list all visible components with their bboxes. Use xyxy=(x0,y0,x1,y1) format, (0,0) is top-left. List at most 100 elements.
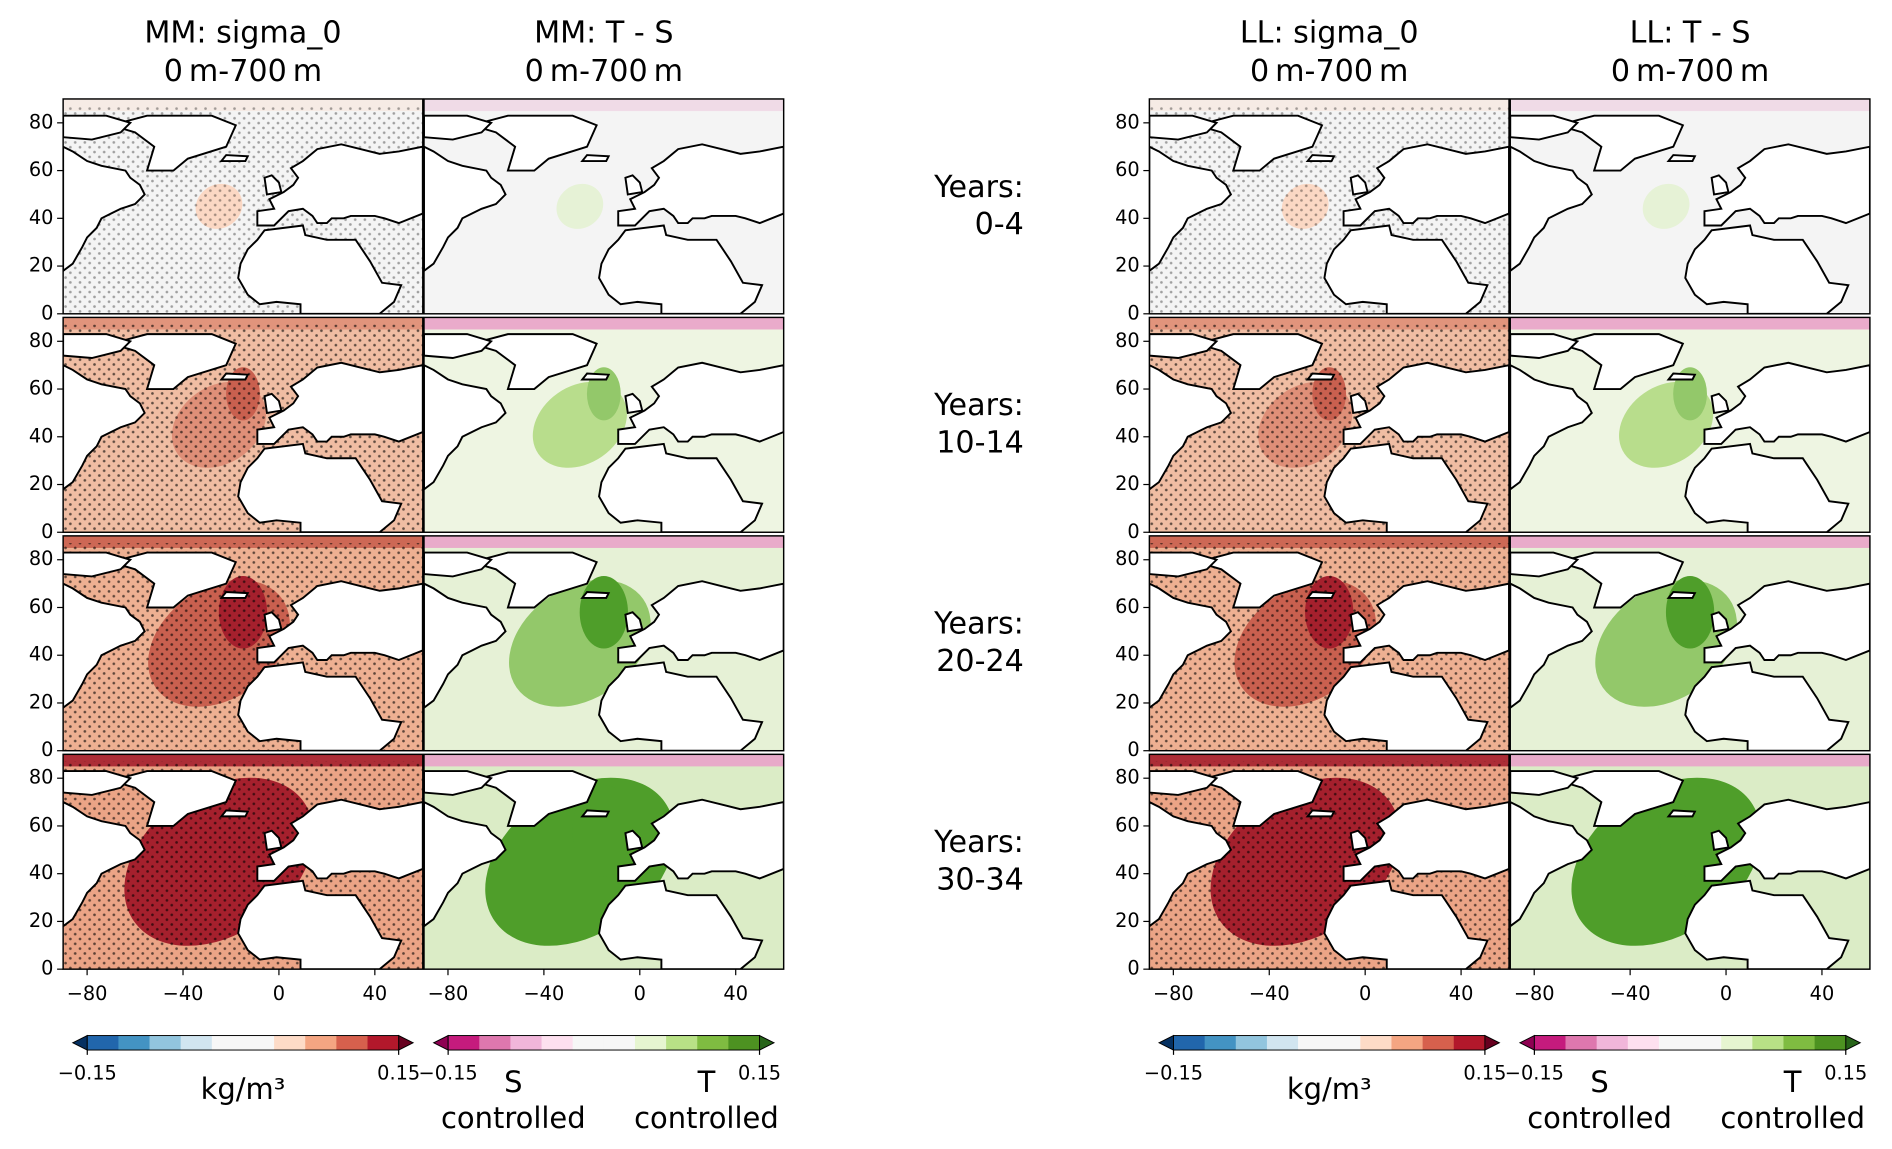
map-panel xyxy=(62,753,424,970)
land xyxy=(219,590,250,599)
land xyxy=(1666,590,1697,599)
colorbar-under xyxy=(71,1034,88,1051)
field-blob xyxy=(586,367,621,421)
colorbar-end-label: controlled xyxy=(441,1101,586,1135)
x-tick-label: 0 xyxy=(634,982,646,1005)
colorbar-swatch xyxy=(448,1035,480,1051)
land xyxy=(63,145,146,273)
x-tick-label: −80 xyxy=(1514,982,1555,1005)
arctic-band xyxy=(1510,754,1870,767)
panel-frame xyxy=(1148,316,1510,533)
arctic-band xyxy=(1510,317,1870,330)
y-tick-label: 80 xyxy=(29,766,54,789)
colorbar-under xyxy=(1518,1034,1535,1051)
colorbar-swatch xyxy=(541,1035,574,1051)
land xyxy=(219,154,250,162)
colorbar-swatch xyxy=(572,1035,605,1051)
column-title: MM: sigma_0 xyxy=(144,15,341,50)
colorbar-swatch xyxy=(603,1035,636,1051)
panel-frame xyxy=(1509,535,1871,752)
land xyxy=(1666,154,1697,162)
map-panel xyxy=(1148,753,1510,970)
y-tick-label: 80 xyxy=(29,110,54,133)
row-label: Years: xyxy=(933,170,1024,205)
colorbar-label: kg/m³ xyxy=(201,1072,286,1106)
field-blob xyxy=(1673,367,1707,421)
land xyxy=(580,372,611,381)
map xyxy=(63,317,423,533)
colorbar-swatch xyxy=(1391,1035,1423,1051)
map-panel xyxy=(1509,535,1871,752)
row-years: 30-34 xyxy=(936,863,1024,898)
y-tick-label: 40 xyxy=(1115,861,1140,884)
map-panel xyxy=(1509,316,1871,533)
land xyxy=(107,114,238,172)
map-panel xyxy=(1509,98,1871,315)
map xyxy=(424,317,784,533)
map xyxy=(424,535,784,751)
colorbar-swatch xyxy=(242,1035,275,1051)
y-tick-label: 40 xyxy=(1115,643,1140,666)
column-title: LL: T - S xyxy=(1630,15,1751,50)
y-tick-label: 20 xyxy=(29,254,54,277)
land xyxy=(580,809,611,818)
colorbar-frame xyxy=(447,1035,761,1051)
field-blob xyxy=(572,784,636,877)
colorbar-end-label: controlled xyxy=(1720,1101,1865,1135)
y-tick-label: 0 xyxy=(41,738,53,761)
map-panel xyxy=(1148,316,1510,533)
land xyxy=(468,770,598,827)
land xyxy=(1703,798,1870,882)
column-title: MM: T - S xyxy=(534,15,673,50)
arctic-band xyxy=(1510,98,1870,112)
land xyxy=(237,879,403,970)
map xyxy=(1149,98,1510,314)
land xyxy=(63,800,146,928)
land xyxy=(424,800,507,928)
colorbar-frame xyxy=(1173,1035,1486,1051)
land xyxy=(1510,114,1580,141)
land xyxy=(1342,580,1510,664)
map-panel xyxy=(1509,753,1871,970)
colorbar-swatch xyxy=(149,1035,182,1051)
land xyxy=(1305,154,1336,162)
land xyxy=(1342,361,1510,445)
colorbar-swatch xyxy=(1783,1035,1815,1051)
colorbar-swatch xyxy=(274,1035,306,1051)
row-label: Years: xyxy=(933,388,1024,423)
land xyxy=(1149,582,1233,709)
arctic-band xyxy=(424,98,784,112)
colorbar-swatch xyxy=(1721,1035,1753,1051)
land xyxy=(256,798,423,882)
colorbar-over xyxy=(759,1034,776,1051)
land xyxy=(219,809,250,818)
land xyxy=(1305,590,1336,599)
panel-frame xyxy=(423,753,785,970)
colorbar-swatch xyxy=(666,1035,698,1051)
x-tick-label: 40 xyxy=(723,982,748,1005)
y-tick-label: 80 xyxy=(1115,110,1140,133)
land xyxy=(107,333,238,391)
colorbar-tick-label: −0.15 xyxy=(58,1062,117,1085)
land xyxy=(1703,143,1870,227)
y-tick-label: 20 xyxy=(1115,690,1140,713)
land xyxy=(1554,770,1685,827)
colorbar-swatch xyxy=(180,1035,213,1051)
land xyxy=(424,770,493,796)
land xyxy=(263,611,283,633)
land xyxy=(1349,611,1369,633)
x-tick-label: 0 xyxy=(1720,982,1732,1005)
y-tick-label: 0 xyxy=(1127,301,1139,324)
y-tick-label: 0 xyxy=(41,301,53,324)
map xyxy=(1510,98,1870,314)
land xyxy=(237,442,403,533)
colorbar-tick-label: 0.15 xyxy=(1463,1062,1506,1085)
land xyxy=(1149,800,1233,928)
y-tick-label: 40 xyxy=(1115,206,1140,229)
row-label: Years: xyxy=(933,825,1024,860)
colorbar-end-label: S xyxy=(1590,1065,1608,1099)
arctic-band xyxy=(424,535,784,548)
colorbar-tick-label: 0.15 xyxy=(738,1062,781,1085)
land xyxy=(617,143,784,227)
land xyxy=(1305,372,1336,381)
